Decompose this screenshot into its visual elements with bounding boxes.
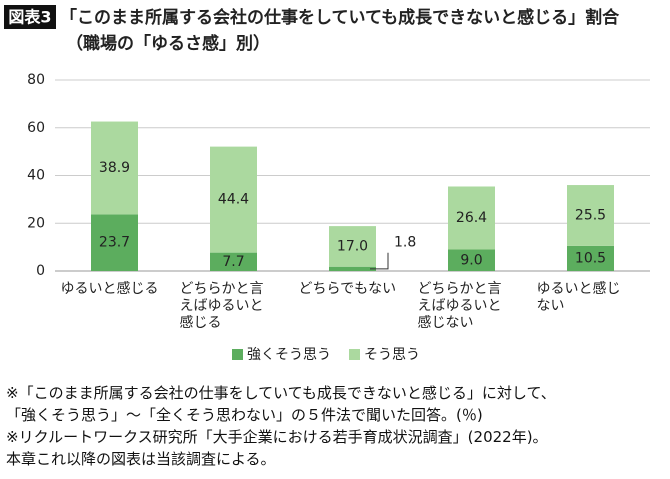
value-label: 9.0 (460, 252, 482, 268)
value-label: 44.4 (218, 192, 249, 208)
note-line: ※「このまま所属する会社の仕事をしていても成長できないと感じる」に対して、 (6, 384, 556, 402)
x-tick-label: どちらかと言えばゆるいと感じる (179, 281, 264, 331)
value-label: 26.4 (456, 210, 487, 226)
legend-label: そう思う (364, 347, 420, 363)
figure-label-box (4, 5, 56, 29)
x-tick-label: ゆるいと感じる (60, 281, 159, 297)
note-line: 本章これ以降の図表は当該調査による。 (6, 450, 276, 468)
y-tick-label: 80 (27, 72, 45, 88)
y-tick-label: 20 (27, 215, 45, 231)
y-tick-label: 0 (36, 263, 45, 279)
chart-subtitle: （職場の「ゆるさ感」別） (66, 33, 270, 54)
bar-segment (91, 121, 138, 215)
legend-swatch (232, 349, 243, 360)
bar-segment (210, 252, 257, 271)
y-tick-label: 40 (27, 168, 45, 184)
figure-label: 図表3 (8, 8, 51, 27)
bar-segment (567, 245, 614, 271)
note-line: ※リクルートワークス研究所「大手企業における若手育成状況調査」(2022年)。 (6, 428, 548, 446)
value-label: 38.9 (99, 160, 130, 176)
leader-line (370, 252, 389, 270)
bar-segment (91, 214, 138, 271)
value-label: 1.8 (394, 235, 416, 251)
x-tick-label: どちらかと言えばゆるいと感じない (417, 281, 502, 331)
chart-title: 「このまま所属する会社の仕事をしていても成長できないと感じる」割合 (60, 7, 620, 28)
note-line: 「強くそう思う」〜「全くそう思わない」の５件法で聞いた回答。(％) (6, 406, 483, 424)
value-label: 7.7 (222, 254, 244, 270)
bar-segment (210, 146, 257, 253)
x-tick-label: どちらでもない (298, 281, 397, 297)
bar-segment (329, 226, 376, 267)
bar-segment (329, 266, 376, 271)
legend-swatch (349, 349, 360, 360)
bar-segment (448, 186, 495, 250)
bar-segment (567, 185, 614, 246)
value-label: 17.0 (337, 238, 368, 254)
x-tick-label: ゆるいと感じない (536, 281, 621, 314)
y-tick-label: 60 (27, 120, 45, 136)
legend-label: 強くそう思う (247, 347, 331, 363)
value-label: 25.5 (575, 207, 606, 223)
value-label: 23.7 (99, 235, 130, 251)
bar-segment (448, 249, 495, 271)
value-label: 10.5 (575, 250, 606, 266)
